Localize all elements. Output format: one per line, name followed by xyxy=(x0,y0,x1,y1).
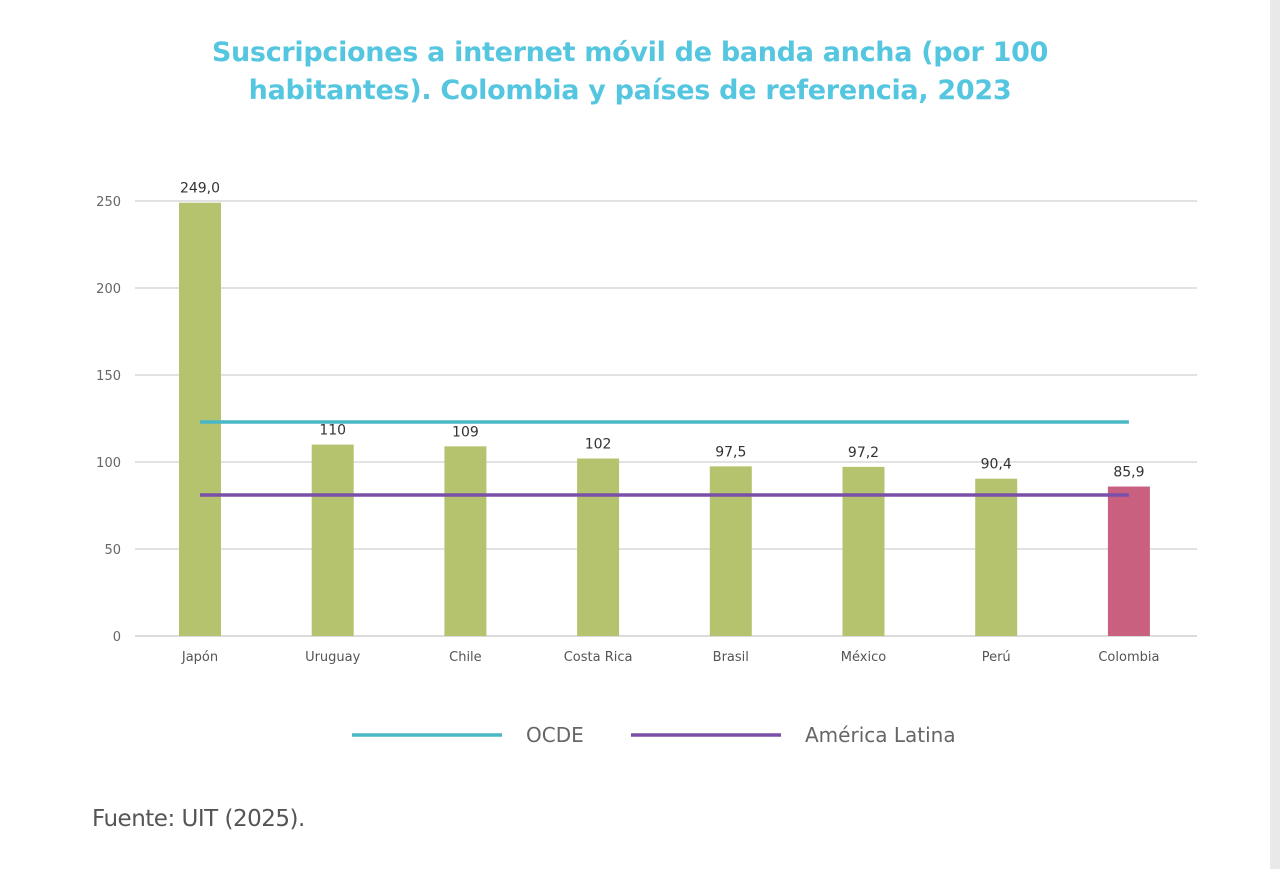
y-axis-ticks: 0 50 100 150 200 250 xyxy=(96,195,121,645)
chart-title: Suscripciones a internet móvil de banda … xyxy=(211,37,1049,106)
bar-colombia xyxy=(1107,486,1150,636)
data-label: 110 xyxy=(319,423,346,439)
category-label: Costa Rica xyxy=(564,650,633,665)
bar-brasil xyxy=(709,466,752,636)
category-label: Uruguay xyxy=(305,650,361,665)
bar-chile xyxy=(444,446,487,636)
reference-lines xyxy=(200,420,1129,497)
data-label: 102 xyxy=(585,437,612,453)
bar-uruguay xyxy=(311,444,354,636)
bar-méxico xyxy=(842,466,885,636)
data-label: 249,0 xyxy=(180,181,220,197)
legend-label: América Latina xyxy=(805,723,956,747)
y-tick-label: 50 xyxy=(104,543,121,558)
bar-japón xyxy=(179,202,221,637)
category-label: México xyxy=(841,650,886,665)
page-edge xyxy=(1270,0,1280,869)
y-tick-label: 150 xyxy=(96,369,121,384)
bars xyxy=(179,202,1150,637)
source-note: Fuente: UIT (2025). xyxy=(92,806,305,832)
category-label: Colombia xyxy=(1098,650,1159,665)
legend: OCDE América Latina xyxy=(352,723,956,747)
legend-label: OCDE xyxy=(526,723,584,747)
data-labels: 249,0 110 109 102 97,5 97,2 90,4 85,9 xyxy=(180,181,1145,481)
data-label: 90,4 xyxy=(981,457,1012,473)
bar-costa-rica xyxy=(577,458,620,636)
category-label: Perú xyxy=(982,650,1011,665)
y-tick-label: 100 xyxy=(96,456,121,471)
y-tick-label: 250 xyxy=(96,195,121,210)
category-label: Brasil xyxy=(713,650,749,665)
x-axis-categories: Japón Uruguay Chile Costa Rica Brasil México P… xyxy=(181,650,1160,665)
data-label: 97,5 xyxy=(715,444,746,460)
y-tick-label: 0 xyxy=(113,630,121,645)
bar-perú xyxy=(975,478,1018,636)
gridlines xyxy=(135,200,1197,637)
data-label: 97,2 xyxy=(848,445,879,461)
category-label: Chile xyxy=(449,650,482,665)
y-tick-label: 200 xyxy=(96,282,121,297)
category-label: Japón xyxy=(181,650,218,665)
data-label: 85,9 xyxy=(1113,465,1144,481)
data-label: 109 xyxy=(452,424,479,440)
